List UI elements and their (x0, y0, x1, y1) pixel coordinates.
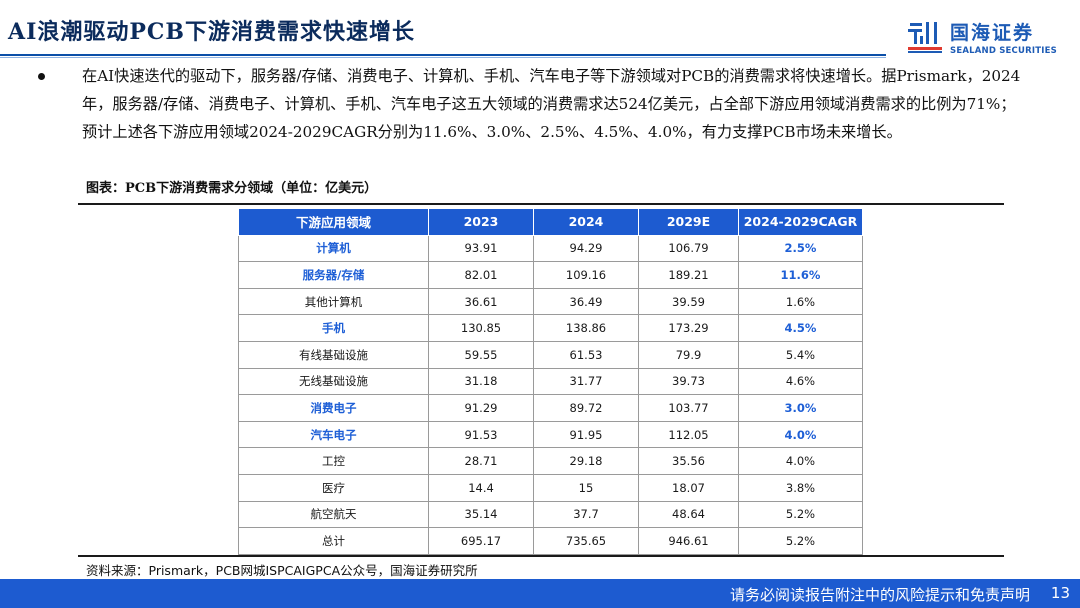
page-number: 13 (1050, 584, 1070, 602)
summary-bullet: 在AI快速迭代的驱动下，服务器/存储、消费电子、计算机、手机、汽车电子等下游领域… (38, 62, 1028, 146)
cell-cagr: 4.5% (738, 314, 863, 342)
cell-2023: 14.4 (428, 473, 534, 502)
cell-2029e: 112.05 (638, 420, 739, 449)
cell-segment: 消费电子 (238, 394, 429, 422)
cell-cagr: 11.6% (738, 261, 863, 289)
cell-2029e: 18.07 (638, 473, 739, 502)
header-2024: 2024 (533, 208, 639, 236)
cell-2029e: 189.21 (638, 261, 739, 289)
table-row: 汽车电子 91.53 91.95 112.05 4.0% (238, 420, 863, 449)
table-body: 计算机 93.91 94.29 106.79 2.5% 服务器/存储 82.01 109.16… (238, 234, 863, 555)
table-row: 医疗 14.4 15 18.07 3.8% (238, 473, 863, 502)
table-row: 工控 28.71 29.18 35.56 4.0% (238, 447, 863, 475)
cell-2029e: 946.61 (638, 527, 739, 555)
cell-segment: 服务器/存储 (238, 261, 429, 289)
cell-2024: 37.7 (533, 500, 639, 529)
header-segment: 下游应用领域 (238, 208, 429, 236)
source-note: 资料来源：Prismark，PCB网城ISPCAIGPCA公众号，国海证券研究所 (86, 563, 478, 578)
table-row: 有线基础设施 59.55 61.53 79.9 5.4% (238, 340, 863, 369)
cell-cagr: 4.0% (738, 420, 863, 449)
sealand-logo-icon (908, 22, 942, 53)
cell-cagr: 5.2% (738, 527, 863, 555)
cell-2024: 61.53 (533, 340, 639, 369)
footer-disclaimer: 请务必阅读报告附注中的风险提示和免责声明 (729, 586, 1030, 604)
cell-2024: 31.77 (533, 367, 639, 396)
cell-cagr: 3.0% (738, 394, 863, 422)
table-row: 计算机 93.91 94.29 106.79 2.5% (238, 234, 863, 263)
figure-caption: 图表：PCB下游消费需求分领域（单位：亿美元） (86, 181, 378, 196)
cell-2024: 36.49 (533, 287, 639, 316)
cell-2023: 82.01 (428, 261, 534, 289)
cell-segment: 汽车电子 (238, 420, 429, 449)
company-logo: 国海证券 SEALAND SECURITIES (908, 18, 1068, 60)
pcb-demand-table: 下游应用领域 2023 2024 2029E 2024-2029CAGR 计算机… (238, 208, 863, 555)
cell-2024: 29.18 (533, 447, 639, 475)
cell-2029e: 103.77 (638, 394, 739, 422)
cell-2029e: 173.29 (638, 314, 739, 342)
table-row: 无线基础设施 31.18 31.77 39.73 4.6% (238, 367, 863, 396)
cell-segment: 无线基础设施 (238, 367, 429, 396)
cell-cagr: 4.0% (738, 447, 863, 475)
cell-2023: 93.91 (428, 234, 534, 263)
cell-segment: 计算机 (238, 234, 429, 263)
header-cagr: 2024-2029CAGR (738, 208, 863, 236)
logo-name-cn: 国海证券 (950, 22, 1035, 44)
cell-cagr: 2.5% (738, 234, 863, 263)
cell-2024: 94.29 (533, 234, 639, 263)
cell-2023: 130.85 (428, 314, 534, 342)
cell-segment: 医疗 (238, 473, 429, 502)
caption-divider (78, 203, 1004, 205)
summary-text: 在AI快速迭代的驱动下，服务器/存储、消费电子、计算机、手机、汽车电子等下游领域… (82, 67, 1021, 141)
table-row: 服务器/存储 82.01 109.16 189.21 11.6% (238, 261, 863, 289)
cell-2029e: 106.79 (638, 234, 739, 263)
table-row: 航空航天 35.14 37.7 48.64 5.2% (238, 500, 863, 529)
logo-name-en: SEALAND SECURITIES (950, 46, 1057, 56)
cell-cagr: 1.6% (738, 287, 863, 316)
cell-segment: 航空航天 (238, 500, 429, 529)
title-divider-accent (0, 57, 886, 58)
cell-segment: 手机 (238, 314, 429, 342)
page-title: AI浪潮驱动PCB下游消费需求快速增长 (8, 19, 416, 45)
cell-cagr: 5.4% (738, 340, 863, 369)
table-bottom-divider (78, 555, 1004, 557)
cell-2023: 28.71 (428, 447, 534, 475)
cell-2023: 31.18 (428, 367, 534, 396)
cell-segment: 总计 (238, 527, 429, 555)
header-2029e: 2029E (638, 208, 739, 236)
cell-segment: 其他计算机 (238, 287, 429, 316)
cell-cagr: 5.2% (738, 500, 863, 529)
cell-2029e: 48.64 (638, 500, 739, 529)
cell-2024: 91.95 (533, 420, 639, 449)
cell-2024: 109.16 (533, 261, 639, 289)
cell-2023: 695.17 (428, 527, 534, 555)
cell-2029e: 35.56 (638, 447, 739, 475)
cell-2024: 15 (533, 473, 639, 502)
cell-segment: 工控 (238, 447, 429, 475)
header-2023: 2023 (428, 208, 534, 236)
table-row: 手机 130.85 138.86 173.29 4.5% (238, 314, 863, 342)
cell-cagr: 4.6% (738, 367, 863, 396)
cell-segment: 有线基础设施 (238, 340, 429, 369)
footer-bar (0, 579, 1080, 608)
cell-cagr: 3.8% (738, 473, 863, 502)
table-row: 其他计算机 36.61 36.49 39.59 1.6% (238, 287, 863, 316)
table-row: 总计 695.17 735.65 946.61 5.2% (238, 527, 863, 555)
cell-2023: 91.53 (428, 420, 534, 449)
bullet-dot-icon (38, 73, 45, 80)
cell-2029e: 79.9 (638, 340, 739, 369)
cell-2023: 91.29 (428, 394, 534, 422)
cell-2024: 138.86 (533, 314, 639, 342)
cell-2023: 35.14 (428, 500, 534, 529)
cell-2029e: 39.73 (638, 367, 739, 396)
table-row: 消费电子 91.29 89.72 103.77 3.0% (238, 394, 863, 422)
cell-2029e: 39.59 (638, 287, 739, 316)
cell-2024: 89.72 (533, 394, 639, 422)
title-divider (0, 54, 886, 56)
table-header-row: 下游应用领域 2023 2024 2029E 2024-2029CAGR (238, 208, 863, 236)
cell-2023: 36.61 (428, 287, 534, 316)
cell-2023: 59.55 (428, 340, 534, 369)
cell-2024: 735.65 (533, 527, 639, 555)
